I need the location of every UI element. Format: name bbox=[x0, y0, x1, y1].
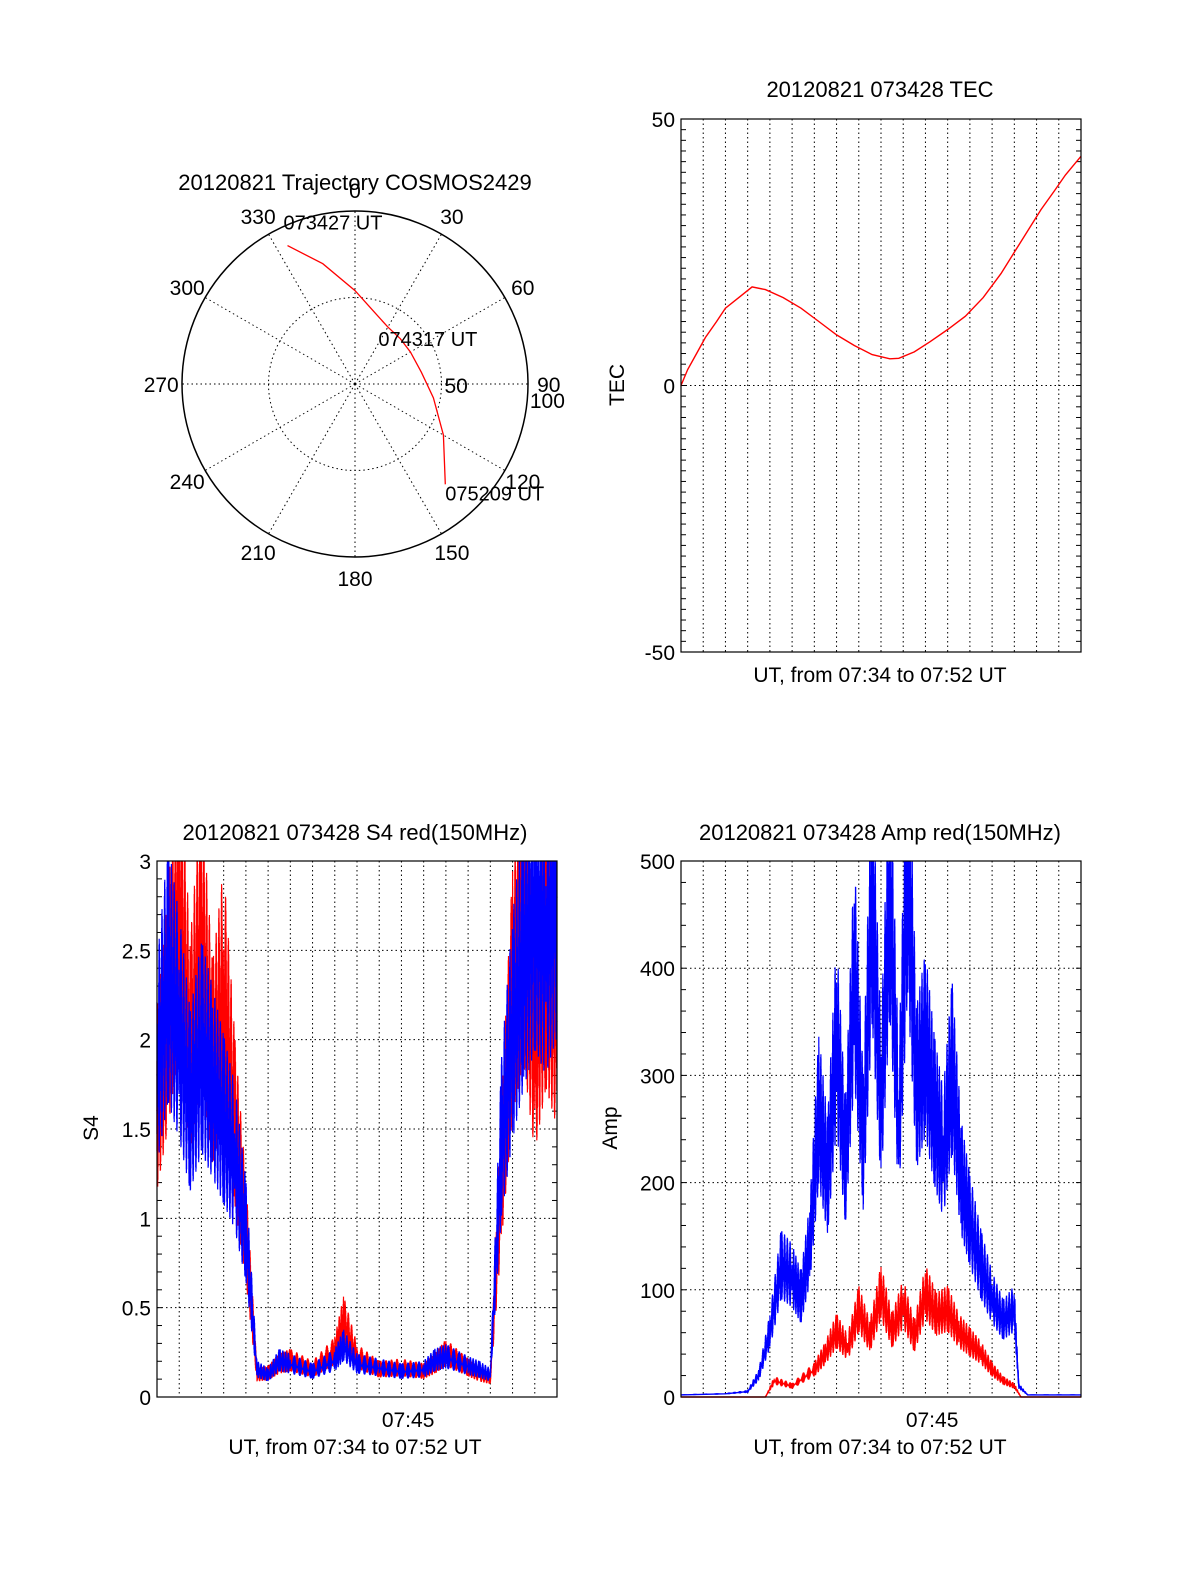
y-tick-label: 3 bbox=[139, 851, 151, 874]
y-tick-label: 1.5 bbox=[122, 1119, 151, 1142]
polar-radial-label: 50 bbox=[445, 375, 468, 398]
polar-spoke bbox=[268, 383, 356, 535]
tec-xlabel: UT, from 07:34 to 07:52 UT bbox=[753, 664, 1006, 687]
polar-spoke bbox=[354, 383, 442, 535]
y-tick-label: 0 bbox=[139, 1387, 151, 1410]
y-tick-label: 0 bbox=[663, 376, 675, 399]
trajectory-point-label: 074317 UT bbox=[378, 329, 477, 351]
series-1-line bbox=[680, 860, 1081, 1396]
trajectory-title: 20120821 Trajectory COSMOS2429 bbox=[178, 170, 531, 195]
series-2-noise bbox=[765, 1267, 1022, 1397]
polar-spoke bbox=[204, 383, 356, 471]
s4-panel: 20120821 073428 S4 red(150MHz) UT, from … bbox=[80, 820, 558, 1459]
s4-xlabel: UT, from 07:34 to 07:52 UT bbox=[228, 1436, 481, 1459]
y-tick-label: 2.5 bbox=[122, 940, 151, 963]
polar-angle-label: 330 bbox=[241, 206, 276, 229]
y-tick-label: 100 bbox=[640, 1280, 675, 1303]
series-2-line bbox=[681, 1292, 1081, 1398]
plot-frame bbox=[156, 860, 558, 1398]
polar-spoke bbox=[354, 383, 506, 471]
tec-panel: 20120821 073428 TEC UT, from 07:34 to 07… bbox=[606, 77, 1082, 687]
polar-spoke bbox=[268, 233, 356, 385]
polar-angle-label: 270 bbox=[144, 374, 179, 397]
x-tick-label: 07:45 bbox=[906, 1409, 959, 1432]
polar-spoke bbox=[204, 297, 356, 385]
polar-angle-label: 60 bbox=[511, 277, 534, 300]
amp-ylabel: Amp bbox=[599, 1106, 622, 1149]
polar-spoke bbox=[354, 233, 442, 385]
tec-title: 20120821 073428 TEC bbox=[766, 77, 993, 102]
polar-radial-label: 100 bbox=[530, 390, 565, 413]
y-tick-label: 2 bbox=[139, 1030, 151, 1053]
polar-angle-label: 180 bbox=[337, 568, 372, 591]
polar-angle-label: 30 bbox=[440, 206, 463, 229]
polar-angle-label: 210 bbox=[241, 542, 276, 565]
y-tick-label: 50 bbox=[652, 109, 675, 132]
polar-angle-label: 150 bbox=[434, 542, 469, 565]
y-tick-label: 0.5 bbox=[122, 1298, 151, 1321]
polar-angle-label: 120 bbox=[505, 471, 540, 494]
y-tick-label: 500 bbox=[640, 851, 675, 874]
polar-angle-label: 0 bbox=[349, 180, 361, 203]
polar-angle-label: 300 bbox=[170, 277, 205, 300]
y-tick-label: -50 bbox=[645, 642, 675, 665]
trajectory-panel: 20120821 Trajectory COSMOS2429 0 30 60 90 12… bbox=[144, 170, 565, 591]
s4-ylabel: S4 bbox=[80, 1115, 103, 1141]
s4-title: 20120821 073428 S4 red(150MHz) bbox=[183, 820, 528, 845]
amp-xlabel: UT, from 07:34 to 07:52 UT bbox=[753, 1436, 1006, 1459]
x-tick-label: 07:45 bbox=[382, 1409, 435, 1432]
y-tick-label: 200 bbox=[640, 1173, 675, 1196]
polar-spoke bbox=[354, 297, 506, 385]
y-tick-label: 1 bbox=[139, 1208, 151, 1231]
series-2-line bbox=[156, 896, 558, 1377]
plot-frame bbox=[680, 118, 1082, 653]
polar-angle-label: 240 bbox=[170, 471, 205, 494]
polar-outer-circle bbox=[181, 210, 529, 558]
trajectory-point-label: 075209 UT bbox=[445, 483, 544, 505]
trajectory-point-label: 073427 UT bbox=[284, 213, 383, 235]
polar-angle-label: 90 bbox=[537, 374, 560, 397]
y-tick-label: 300 bbox=[640, 1065, 675, 1088]
amp-title: 20120821 073428 Amp red(150MHz) bbox=[699, 820, 1061, 845]
y-tick-label: 0 bbox=[663, 1387, 675, 1410]
series-1-line bbox=[680, 155, 1082, 386]
y-tick-label: 400 bbox=[640, 958, 675, 981]
trajectory-line bbox=[287, 245, 446, 485]
amp-panel: 20120821 073428 Amp red(150MHz) UT, from… bbox=[599, 820, 1082, 1459]
plot-frame bbox=[680, 860, 1082, 1398]
tec-ylabel: TEC bbox=[606, 364, 629, 406]
